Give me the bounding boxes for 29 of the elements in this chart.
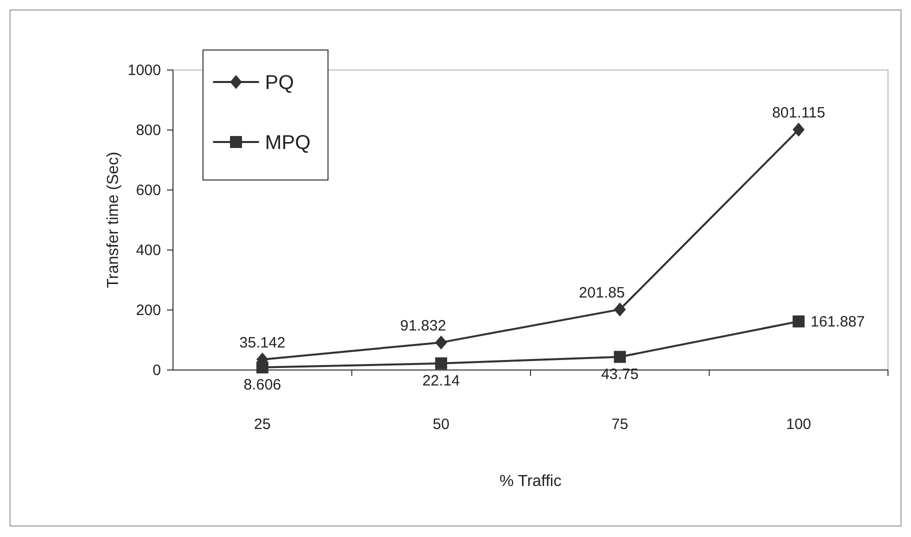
data-label: 161.887 [810,313,865,330]
data-label: 22.14 [422,372,460,390]
x-tick-label: 25 [254,416,271,433]
y-axis-title: Transfer time (Sec) [105,152,122,288]
data-label: 43.75 [601,366,639,383]
data-label: 35.142 [239,334,286,352]
point [792,122,805,137]
x-tick-label: 75 [612,416,628,433]
point [614,350,626,363]
legend-label: PQ [265,72,294,94]
point [792,315,805,328]
data-label: 8.606 [244,376,282,394]
point [614,302,626,316]
y-tick-label: 1000 [128,62,161,79]
data-label: 201.85 [578,284,625,302]
point [256,361,268,374]
x-tick-label: 50 [432,416,450,433]
data-label: 801.115 [772,104,826,122]
y-tick-label: 200 [136,302,161,319]
y-tick-label: 400 [136,242,161,259]
legend-label: MPQ [265,132,311,154]
point [435,335,448,350]
data-label: 91.832 [400,317,446,334]
x-axis-title: % Traffic [500,473,562,490]
y-tick-label: 800 [136,122,161,139]
x-tick-label: 100 [786,416,812,433]
point [435,357,448,370]
y-tick-label: 0 [152,362,161,379]
y-tick-label: 600 [136,182,161,199]
